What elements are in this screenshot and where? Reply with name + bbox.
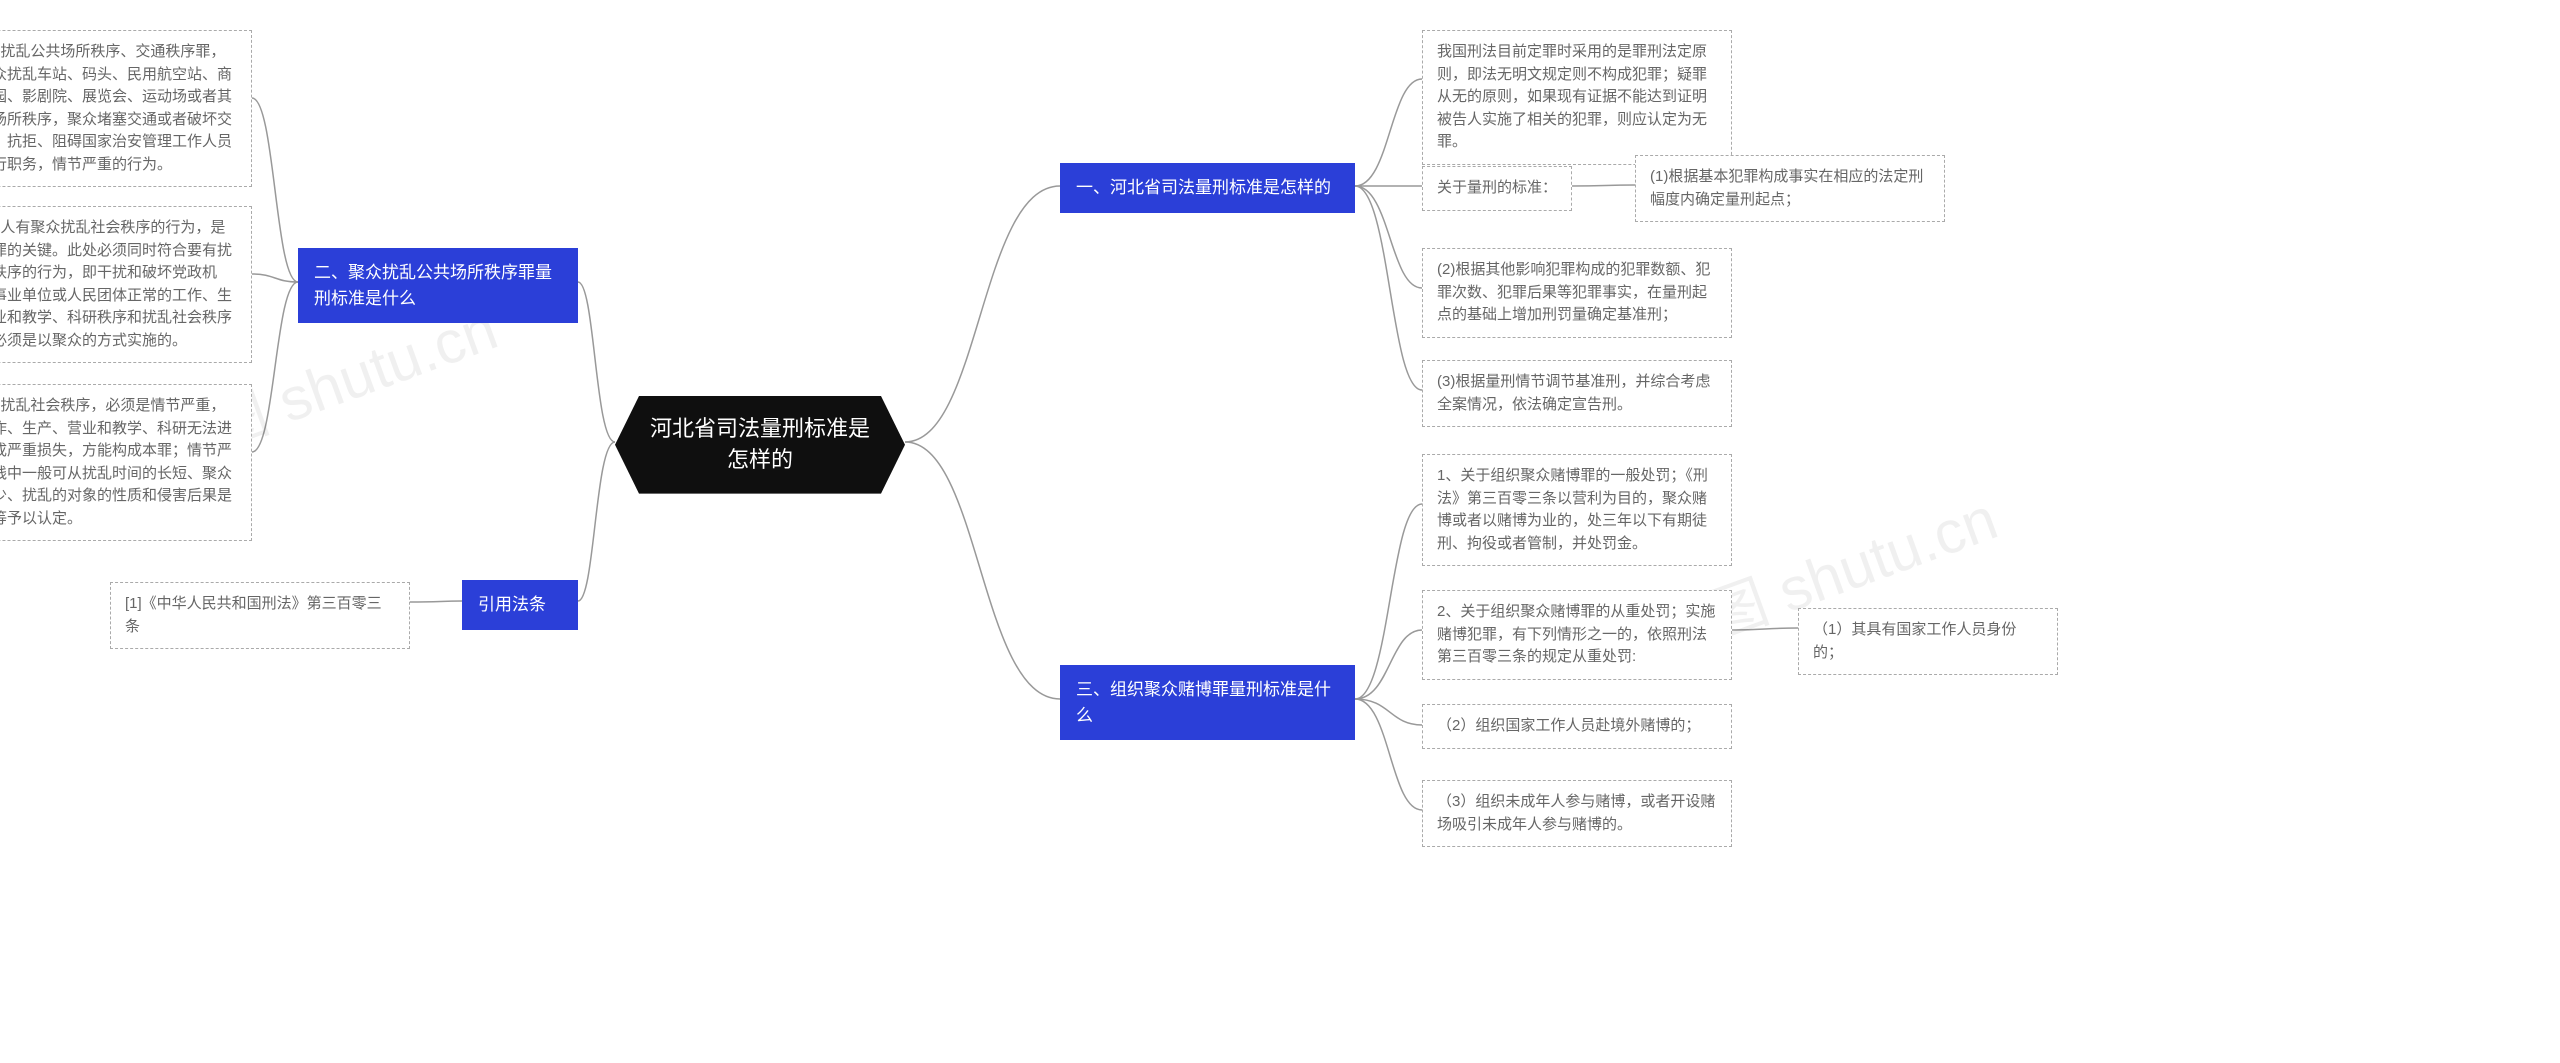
leaf-b2l1: 1、聚众扰乱公共场所秩序、交通秩序罪，是指聚众扰乱车站、码头、民用航空站、商场、… <box>0 30 252 187</box>
branch-1: 一、河北省司法量刑标准是怎样的 <box>1060 163 1355 213</box>
leaf-b1l2s: (1)根据基本犯罪构成事实在相应的法定刑幅度内确定量刑起点； <box>1635 155 1945 222</box>
leaf-b3l2-text: 2、关于组织聚众赌博罪的从重处罚；实施赌博犯罪，有下列情形之一的，依照刑法第三百… <box>1437 603 1715 665</box>
leaf-b4l1-text: [1]《中华人民共和国刑法》第三百零三条 <box>125 595 382 635</box>
branch-4-text: 引用法条 <box>478 595 546 614</box>
leaf-b1l2s-text: (1)根据基本犯罪构成事实在相应的法定刑幅度内确定量刑起点； <box>1650 168 1923 208</box>
leaf-b3l2s: （1）其具有国家工作人员身份的； <box>1798 608 2058 675</box>
leaf-b2l1-text: 1、聚众扰乱公共场所秩序、交通秩序罪，是指聚众扰乱车站、码头、民用航空站、商场、… <box>0 43 232 173</box>
leaf-b2l2: 2、行为人有聚众扰乱社会秩序的行为，是构成本罪的关键。此处必须同时符合要有扰乱社… <box>0 206 252 363</box>
leaf-b3l1-text: 1、关于组织聚众赌博罪的一般处罚；《刑法》第三百零三条以营利为目的，聚众赌博或者… <box>1437 467 1708 552</box>
leaf-b3l3-text: （2）组织国家工作人员赴境外赌博的； <box>1437 717 1700 734</box>
leaf-b1l4-text: (3)根据量刑情节调节基准刑，并综合考虑全案情况，依法确定宣告刑。 <box>1437 373 1710 413</box>
leaf-b3l2: 2、关于组织聚众赌博罪的从重处罚；实施赌博犯罪，有下列情形之一的，依照刑法第三百… <box>1422 590 1732 680</box>
leaf-b1l3-text: (2)根据其他影响犯罪构成的犯罪数额、犯罪次数、犯罪后果等犯罪事实，在量刑起点的… <box>1437 261 1710 323</box>
leaf-b1l2: 关于量刑的标准： <box>1422 166 1572 211</box>
leaf-b3l2s-text: （1）其具有国家工作人员身份的； <box>1813 621 2016 661</box>
leaf-b3l3: （2）组织国家工作人员赴境外赌博的； <box>1422 704 1732 749</box>
branch-2-text: 二、聚众扰乱公共场所秩序罪量刑标准是什么 <box>314 263 552 308</box>
leaf-b1l2-text: 关于量刑的标准： <box>1437 179 1557 196</box>
branch-2: 二、聚众扰乱公共场所秩序罪量刑标准是什么 <box>298 248 578 323</box>
connector-lines <box>0 0 2560 1063</box>
leaf-b1l3: (2)根据其他影响犯罪构成的犯罪数额、犯罪次数、犯罪后果等犯罪事实，在量刑起点的… <box>1422 248 1732 338</box>
branch-3: 三、组织聚众赌博罪量刑标准是什么 <box>1060 665 1355 740</box>
leaf-b4l1: [1]《中华人民共和国刑法》第三百零三条 <box>110 582 410 649</box>
leaf-b2l2-text: 2、行为人有聚众扰乱社会秩序的行为，是构成本罪的关键。此处必须同时符合要有扰乱社… <box>0 219 232 349</box>
root-node: 河北省司法量刑标准是怎样的 <box>615 396 905 494</box>
branch-3-text: 三、组织聚众赌博罪量刑标准是什么 <box>1076 680 1331 725</box>
branch-1-text: 一、河北省司法量刑标准是怎样的 <box>1076 178 1331 197</box>
leaf-b1l1-text: 我国刑法目前定罪时采用的是罪刑法定原则，即法无明文规定则不构成犯罪；疑罪从无的原… <box>1437 43 1707 150</box>
leaf-b3l4-text: （3）组织未成年人参与赌博，或者开设赌场吸引未成年人参与赌博的。 <box>1437 793 1715 833</box>
leaf-b2l3-text: 3、聚众扰乱社会秩序，必须是情节严重，致使工作、生产、营业和教学、科研无法进行，… <box>0 397 232 527</box>
root-text: 河北省司法量刑标准是怎样的 <box>650 416 870 472</box>
leaf-b1l4: (3)根据量刑情节调节基准刑，并综合考虑全案情况，依法确定宣告刑。 <box>1422 360 1732 427</box>
leaf-b3l4: （3）组织未成年人参与赌博，或者开设赌场吸引未成年人参与赌博的。 <box>1422 780 1732 847</box>
leaf-b1l1: 我国刑法目前定罪时采用的是罪刑法定原则，即法无明文规定则不构成犯罪；疑罪从无的原… <box>1422 30 1732 165</box>
leaf-b2l3: 3、聚众扰乱社会秩序，必须是情节严重，致使工作、生产、营业和教学、科研无法进行，… <box>0 384 252 541</box>
leaf-b3l1: 1、关于组织聚众赌博罪的一般处罚；《刑法》第三百零三条以营利为目的，聚众赌博或者… <box>1422 454 1732 566</box>
branch-4: 引用法条 <box>462 580 578 630</box>
